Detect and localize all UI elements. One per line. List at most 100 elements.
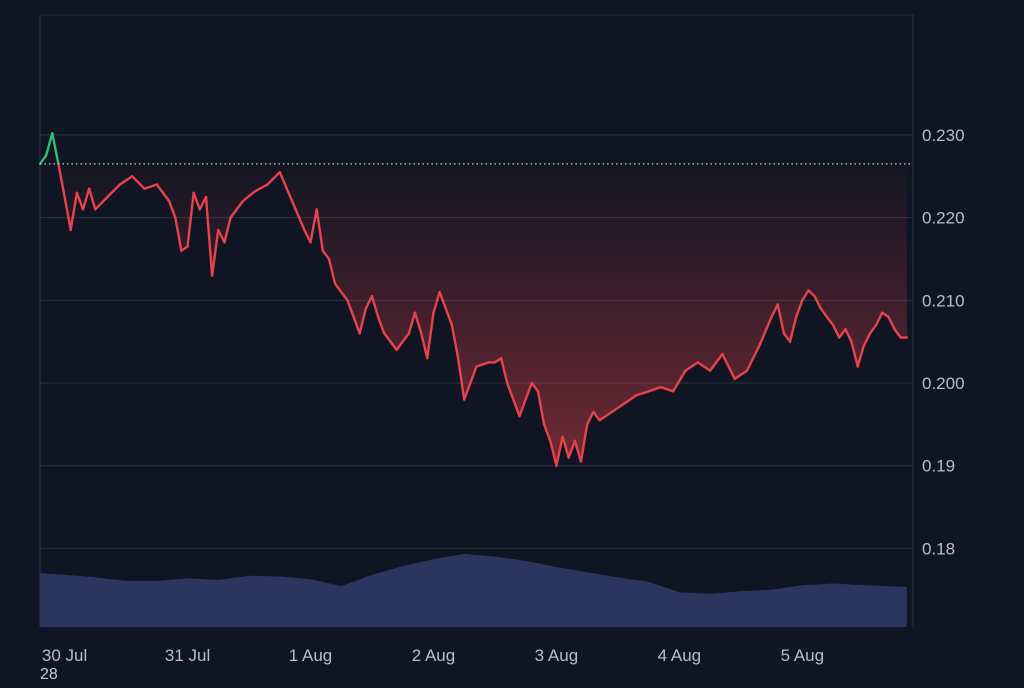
price-segment-down: [303, 228, 312, 244]
volume-area: [40, 553, 907, 627]
price-segment-down: [758, 315, 773, 347]
price-segment-up: [38, 154, 48, 166]
price-segment-down: [745, 344, 761, 372]
y-tick-label: 0.220: [922, 209, 965, 228]
price-segment-down: [561, 435, 570, 459]
price-segment-down: [684, 361, 699, 372]
price-segment-down: [63, 195, 72, 232]
y-tick-label: 0.200: [922, 374, 965, 393]
price-segment-down: [364, 295, 374, 310]
price-segment-down: [94, 195, 109, 211]
price-segment-down: [106, 183, 122, 199]
price-segment-down: [167, 199, 177, 219]
price-segment-down: [635, 390, 650, 397]
price-series: [38, 132, 909, 467]
price-segment-down: [75, 191, 85, 211]
x-tick-label: 2 Aug: [412, 646, 456, 665]
price-segment-down: [893, 328, 902, 339]
price-segment-down: [887, 315, 896, 331]
price-segment-down: [881, 311, 890, 319]
y-tick-label: 0.210: [922, 291, 965, 310]
y-tick-label: 0.19: [922, 457, 955, 476]
price-segment-down: [592, 410, 601, 422]
price-segment-down: [155, 183, 171, 203]
price-segment-down: [782, 332, 792, 343]
price-segment-down: [420, 332, 429, 360]
price-segment-down: [831, 323, 841, 339]
price-segment-down: [81, 187, 91, 211]
price-segment-down: [868, 323, 878, 335]
y-axis: 0.230 0.220 0.210 0.200 0.19 0.18: [922, 126, 965, 559]
corner-label: 28: [40, 666, 58, 683]
price-segment-down: [801, 289, 810, 302]
price-segment-down: [518, 381, 533, 418]
volume-area: [40, 553, 907, 627]
price-segment-down: [413, 311, 423, 335]
price-segment-down: [696, 361, 712, 372]
price-segment-down: [358, 307, 367, 335]
price-segment-down: [217, 228, 226, 244]
price-segment-down: [241, 189, 257, 203]
price-segment-down: [672, 369, 687, 393]
price-segment-down: [530, 381, 540, 393]
price-segment-down: [309, 208, 318, 244]
price-segment-down: [567, 439, 577, 459]
price-segment-down: [278, 170, 294, 203]
price-segment-down: [819, 307, 829, 319]
price-segment-down: [407, 311, 417, 335]
y-tick-label: 0.18: [922, 539, 955, 558]
price-segment-down: [795, 299, 804, 319]
price-segment-down: [327, 257, 337, 285]
x-tick-label: 30 Jul: [42, 646, 87, 665]
price-segment-down: [87, 187, 97, 211]
price-segment-down: [143, 183, 159, 190]
price-segment-down: [204, 195, 214, 277]
price-segment-down: [506, 381, 521, 418]
price-segment-down: [346, 299, 361, 335]
price-segment-down: [721, 352, 736, 381]
price-segment-down: [57, 162, 66, 199]
price-segment-down: [659, 386, 675, 393]
price-segment-down: [549, 439, 558, 467]
price-segment-down: [573, 439, 583, 463]
price-segment-down: [850, 340, 859, 368]
price-segment-down: [180, 245, 189, 252]
price-segment-down: [647, 386, 663, 393]
price-segment-up: [44, 132, 54, 157]
price-segment-down: [708, 352, 724, 372]
price-segment-down: [862, 332, 872, 347]
price-segment-down: [844, 328, 853, 343]
price-segment-down: [579, 423, 589, 463]
price-segment-down: [130, 175, 146, 190]
price-segment-down: [825, 315, 835, 327]
price-segment-down: [333, 282, 349, 302]
price-segment-up: [51, 132, 60, 166]
price-segment-down: [813, 295, 822, 310]
price-segment-down: [874, 311, 884, 327]
price-segment-down: [192, 191, 202, 211]
price-segment-down: [69, 191, 79, 232]
price-segment-down: [444, 307, 454, 327]
price-segment-down: [622, 394, 638, 405]
price-segment-down: [118, 175, 134, 186]
price-segment-down: [315, 208, 324, 252]
x-tick-label: 5 Aug: [781, 646, 825, 665]
price-segment-down: [733, 369, 749, 381]
price-segment-down: [788, 315, 798, 343]
price-segment-down: [383, 332, 398, 352]
x-tick-label: 4 Aug: [658, 646, 702, 665]
x-tick-label: 3 Aug: [535, 646, 579, 665]
price-segment-down: [266, 170, 281, 186]
price-segment-down: [253, 183, 269, 193]
price-segment-down: [555, 435, 564, 467]
price-segment-down: [586, 410, 595, 426]
price-segment-down: [475, 361, 490, 368]
price-segment-down: [598, 410, 613, 422]
price-segment-down: [542, 423, 552, 443]
price-segment-down: [229, 199, 245, 219]
price-segment-down: [223, 216, 232, 244]
price-segment-down: [174, 216, 183, 252]
price-segment-down: [395, 332, 411, 352]
